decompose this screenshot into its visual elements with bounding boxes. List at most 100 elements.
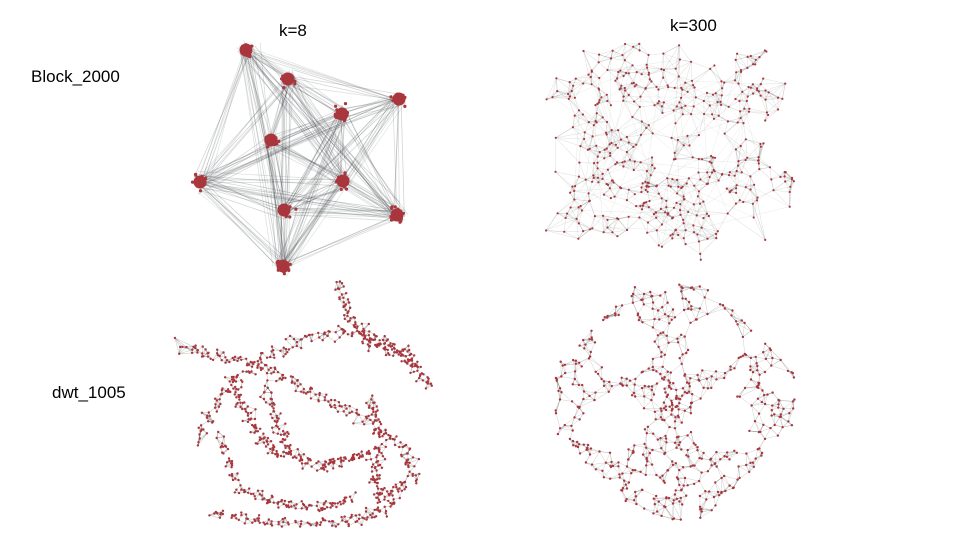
graph-node — [650, 80, 653, 83]
graph-edge — [615, 162, 623, 165]
graph-node — [590, 70, 593, 73]
graph-edge — [746, 143, 761, 159]
graph-edge — [661, 235, 671, 247]
graph-node — [678, 101, 681, 104]
graph-edge — [197, 49, 247, 179]
graph-edge — [744, 100, 748, 109]
graph-edge — [555, 132, 585, 139]
graph-edge — [622, 46, 634, 56]
graph-edge — [685, 80, 693, 83]
graph-edge — [735, 59, 737, 73]
graph-node — [684, 104, 687, 107]
graph-node — [573, 96, 576, 99]
graph-edge — [246, 49, 338, 179]
graph-edge — [555, 126, 574, 139]
graph-edge — [270, 80, 297, 141]
graph-edge — [633, 161, 636, 171]
graph-edge — [697, 227, 702, 235]
graph-edge — [579, 162, 586, 180]
graph-edge — [286, 70, 337, 183]
graph-edge — [604, 152, 611, 159]
graph-edge — [681, 84, 694, 89]
graph-edge — [721, 82, 725, 96]
graph-edge — [607, 227, 628, 231]
graph-edge — [598, 89, 607, 96]
graph-edge — [686, 183, 695, 205]
graph-node — [735, 169, 738, 173]
graph-node — [605, 133, 608, 136]
graph-node — [711, 113, 714, 116]
graph-edge — [613, 182, 621, 188]
graph-edge — [676, 179, 679, 187]
graph-node — [784, 180, 787, 183]
graph-edge — [609, 155, 616, 165]
graph-edge — [660, 152, 675, 209]
graph-node — [597, 101, 601, 104]
graph-edge — [588, 193, 591, 201]
graph-edge — [661, 69, 664, 78]
graph-edge — [595, 145, 600, 153]
graph-edge — [655, 186, 660, 194]
graph-edge — [750, 189, 758, 198]
graph-edge — [717, 213, 728, 232]
graph-edge — [556, 78, 558, 92]
graph-node — [598, 76, 601, 80]
graph-edge — [703, 100, 718, 103]
graph-edge — [607, 169, 613, 181]
graph-node — [713, 170, 716, 173]
graph-node — [574, 185, 577, 188]
graph-edge — [236, 47, 402, 214]
graph-node — [640, 120, 643, 123]
graph-edge — [683, 230, 686, 239]
graph-edge — [680, 97, 682, 108]
graph-node — [610, 129, 613, 132]
graph-edge — [281, 79, 285, 213]
graph-edge — [282, 114, 341, 210]
graph-node — [621, 161, 624, 164]
graph-edge — [648, 69, 664, 75]
graph-edge — [658, 77, 664, 90]
graph-edge — [694, 179, 701, 186]
graph-edge — [626, 217, 640, 231]
graph-edge — [673, 203, 681, 209]
graph-edge — [748, 111, 767, 113]
graph-node — [609, 104, 612, 107]
graph-edge — [342, 176, 401, 214]
graph-node — [633, 193, 636, 196]
graph-edge — [749, 108, 767, 113]
graph-edge — [697, 234, 717, 239]
graph-edge — [645, 86, 657, 89]
graph-edge — [588, 193, 590, 202]
graph-edge — [616, 114, 683, 163]
graph-edge — [364, 419, 371, 425]
graph-edge — [211, 184, 391, 216]
graph-edge — [252, 53, 342, 116]
graph-node — [685, 182, 688, 185]
graph-edge — [267, 380, 277, 382]
graph-edge — [563, 217, 566, 232]
graph-edge — [592, 216, 596, 229]
graph-edge — [576, 210, 583, 220]
graph-edge — [604, 149, 611, 157]
graph-edge — [735, 149, 741, 201]
graph-edge — [712, 114, 719, 116]
graph-edge — [617, 229, 628, 237]
graph-edge — [270, 139, 288, 270]
graph-edge — [274, 109, 340, 139]
graph-edge — [612, 50, 625, 61]
graph-edge — [782, 83, 786, 99]
graph-edge — [620, 87, 629, 96]
graph-edge — [703, 201, 708, 214]
graph-edge — [606, 129, 612, 135]
graph-node — [759, 94, 762, 97]
graph-edge — [699, 237, 717, 255]
graph-edge — [760, 92, 769, 96]
graph-node — [343, 171, 347, 175]
graph-node — [265, 145, 270, 149]
graph-edge — [623, 96, 696, 98]
graph-edge — [707, 180, 719, 184]
graph-node — [390, 208, 404, 222]
graph-edge — [546, 230, 579, 239]
graph-node — [595, 121, 598, 124]
graph-node — [554, 170, 557, 173]
